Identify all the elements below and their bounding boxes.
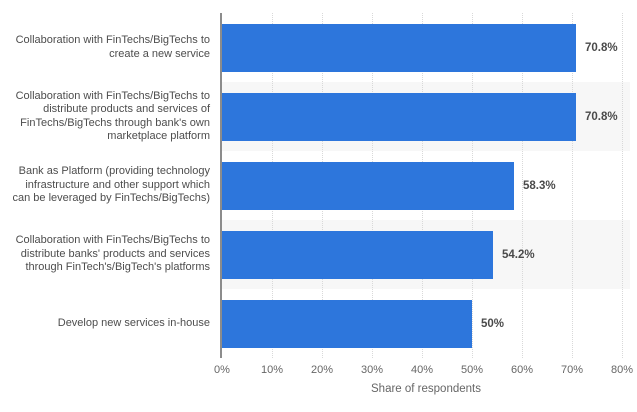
bar[interactable] xyxy=(222,92,576,141)
bar[interactable] xyxy=(222,230,493,279)
x-axis-tick-label: 40% xyxy=(410,364,434,376)
bar[interactable] xyxy=(222,299,472,348)
category-label: Collaboration with FinTechs/BigTechs to … xyxy=(15,234,210,274)
bar-value-label: 54.2% xyxy=(502,248,535,261)
bar-value-label: 50% xyxy=(481,317,505,330)
x-axis-tick-label: 0% xyxy=(214,364,230,376)
x-axis-tick-label: 30% xyxy=(360,364,384,376)
category-label: Collaboration with FinTechs/BigTechs to … xyxy=(15,34,210,60)
gridline xyxy=(622,13,623,358)
x-axis-tick-label: 20% xyxy=(310,364,334,376)
category-label: Collaboration with FinTechs/BigTechs to … xyxy=(15,89,210,143)
x-axis-tick-label: 80% xyxy=(610,364,634,376)
x-axis-tick-label: 70% xyxy=(560,364,584,376)
gridline xyxy=(572,13,573,358)
x-axis-tick-label: 10% xyxy=(260,364,284,376)
y-axis-line xyxy=(220,13,222,358)
bar[interactable] xyxy=(222,23,576,72)
bar-value-label: 58.3% xyxy=(523,179,556,192)
bar-value-label: 70.8% xyxy=(585,110,618,123)
x-axis-title: Share of respondents xyxy=(371,383,481,395)
bar[interactable] xyxy=(222,161,514,210)
bar-value-label: 70.8% xyxy=(585,41,618,54)
x-axis-tick-label: 60% xyxy=(510,364,534,376)
category-label: Develop new services in-house xyxy=(57,316,210,329)
category-label: Bank as Platform (providing technology i… xyxy=(12,165,211,205)
x-axis-tick-label: 50% xyxy=(460,364,484,376)
gridline xyxy=(522,13,523,358)
